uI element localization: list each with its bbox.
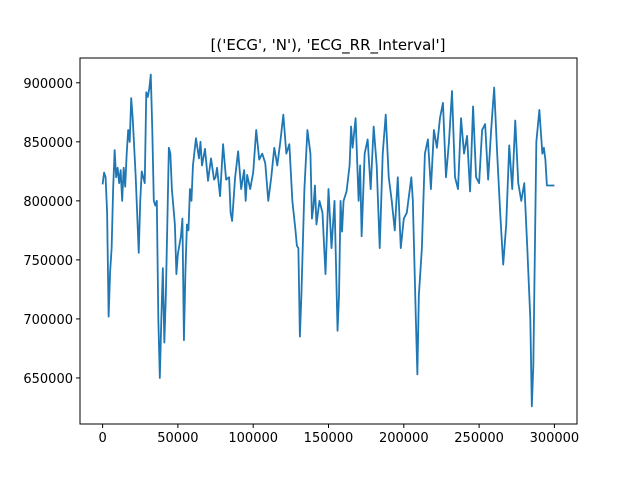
y-tick-label: 700000 [23, 313, 73, 328]
y-tick-label: 800000 [23, 195, 73, 210]
axes-frame [79, 57, 578, 425]
chart-title: [('ECG', 'N'), 'ECG_RR_Interval'] [211, 36, 446, 55]
x-tick-label: 250000 [454, 431, 504, 446]
x-tick-label: 0 [98, 431, 106, 446]
x-tick-label: 100000 [228, 431, 278, 446]
x-tick-label: 150000 [304, 431, 354, 446]
y-tick-label: 750000 [23, 254, 73, 269]
x-tick-label: 50000 [157, 431, 198, 446]
x-tick-label: 200000 [379, 431, 429, 446]
y-tick-label: 850000 [23, 136, 73, 151]
y-tick-label: 650000 [23, 372, 73, 387]
data-line [101, 73, 555, 408]
y-tick-label: 900000 [23, 77, 73, 92]
x-tick-label: 300000 [530, 431, 580, 446]
